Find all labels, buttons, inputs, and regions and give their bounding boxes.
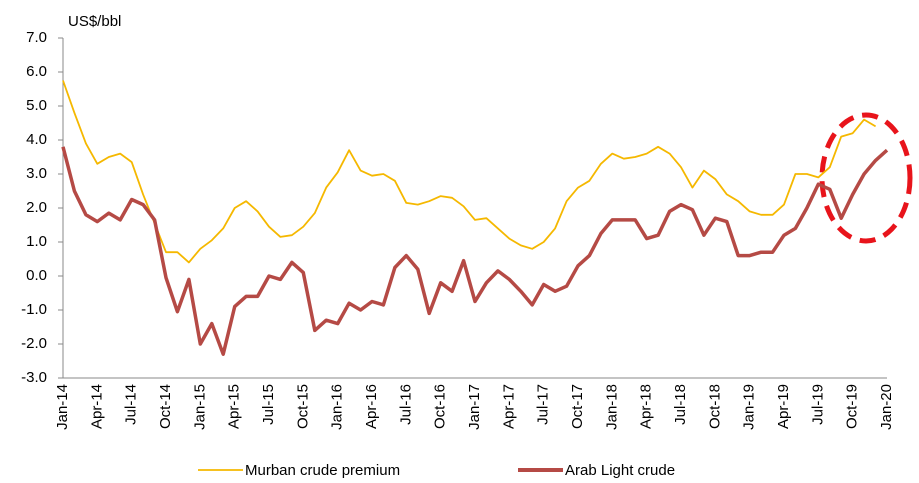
y-tick-label: 2.0 — [26, 199, 47, 216]
x-tick-label: Oct-15 — [294, 384, 311, 429]
x-tick-label: Apr-14 — [88, 384, 105, 429]
y-tick-label: -3.0 — [21, 369, 47, 386]
y-tick-label: 4.0 — [26, 131, 47, 148]
legend-label: Murban crude premium — [245, 462, 400, 479]
y-axis-label: US$/bbl — [68, 13, 121, 30]
x-tick-label: Apr-19 — [775, 384, 792, 429]
x-tick-label: Jan-15 — [191, 384, 208, 430]
x-tick-label: Jul-15 — [260, 384, 277, 425]
x-tick-label: Oct-18 — [706, 384, 723, 429]
x-tick-label: Oct-19 — [844, 384, 861, 429]
x-tick-label: Jan-18 — [603, 384, 620, 430]
x-tick-label: Apr-17 — [500, 384, 517, 429]
y-tick-label: 1.0 — [26, 233, 47, 250]
x-tick-label: Jan-20 — [878, 384, 895, 430]
x-tick-label: Jul-16 — [397, 384, 414, 425]
x-tick-label: Oct-16 — [432, 384, 449, 429]
x-tick-label: Apr-18 — [638, 384, 655, 429]
y-tick-label: -1.0 — [21, 301, 47, 318]
x-tick-label: Jul-17 — [535, 384, 552, 425]
x-tick-label: Jul-18 — [672, 384, 689, 425]
x-tick-label: Jan-14 — [54, 384, 71, 430]
series-line — [62, 80, 877, 264]
y-tick-label: 0.0 — [26, 267, 47, 284]
y-tick-label: 7.0 — [26, 29, 47, 46]
y-tick-label: 5.0 — [26, 97, 47, 114]
y-tick-label: -2.0 — [21, 335, 47, 352]
x-tick-label: Apr-15 — [226, 384, 243, 429]
x-tick-label: Oct-17 — [569, 384, 586, 429]
legend-label: Arab Light crude — [565, 462, 675, 479]
x-tick-label: Jul-14 — [123, 384, 140, 425]
series-line — [61, 146, 889, 356]
y-tick-label: 6.0 — [26, 63, 47, 80]
x-tick-label: Jul-19 — [809, 384, 826, 425]
y-tick-label: 3.0 — [26, 165, 47, 182]
highlight-ellipse — [819, 112, 913, 244]
x-tick-label: Apr-16 — [363, 384, 380, 429]
x-tick-label: Jan-16 — [329, 384, 346, 430]
x-tick-label: Oct-14 — [157, 384, 174, 429]
x-tick-label: Jan-17 — [466, 384, 483, 430]
x-tick-label: Jan-19 — [741, 384, 758, 430]
